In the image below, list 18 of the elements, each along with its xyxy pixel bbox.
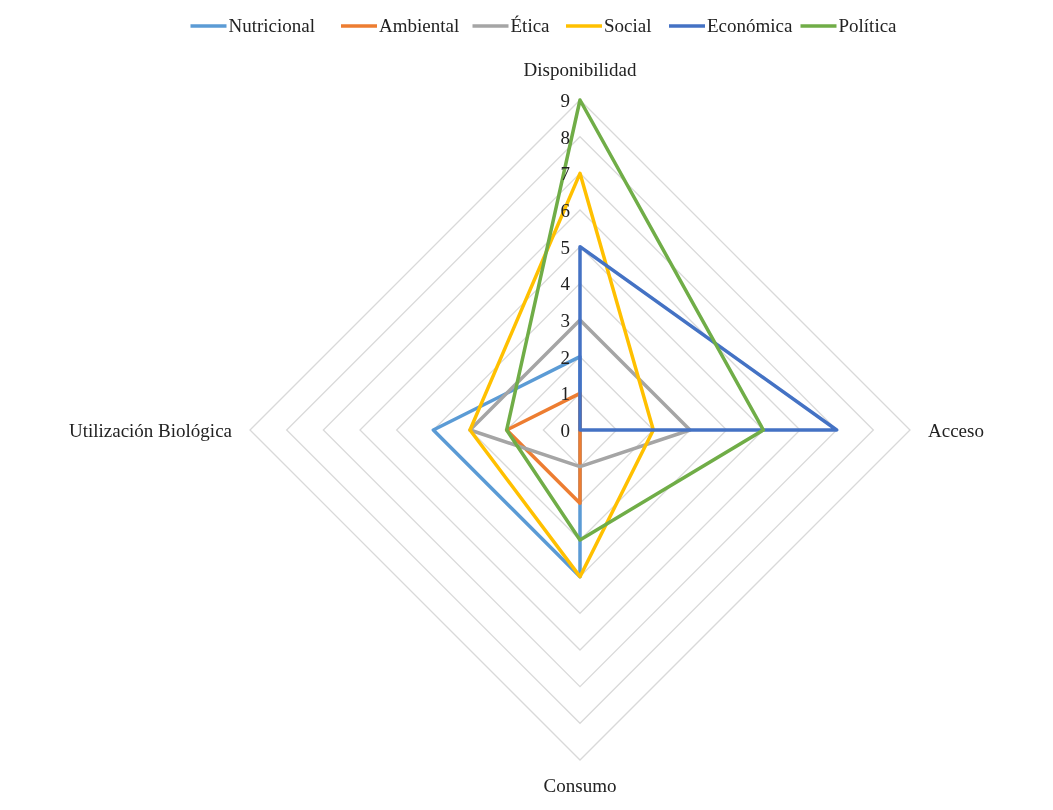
legend-label: Ambiental [379,15,460,36]
spoke-label: Consumo [543,775,617,796]
y-tick-label: 9 [560,90,570,111]
y-tick-label: 8 [560,126,570,148]
spoke-label: Disponibilidad [523,59,637,80]
legend-label: Social [604,15,652,36]
y-tick-label: 2 [560,346,570,368]
y-tick-label: 1 [560,383,570,405]
y-tick-label: 0 [560,420,570,441]
y-tick-label: 3 [560,310,570,331]
legend-label: Ética [510,15,551,36]
legend-label: Política [838,15,898,36]
y-tick-label: 4 [560,273,571,295]
legend-label: Económica [707,15,794,36]
spoke-label: Acceso [928,420,984,441]
y-tick-label: 5 [560,236,570,258]
spoke-label: Utilización Biológica [68,420,233,441]
legend-label: Nutricional [228,15,316,36]
